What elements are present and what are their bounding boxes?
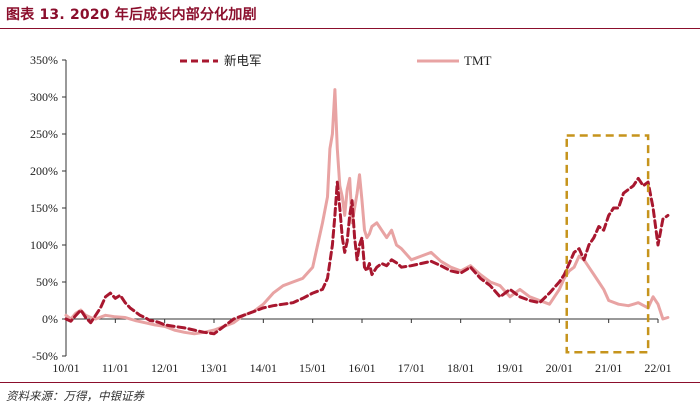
y-tick-label: 350%: [30, 53, 58, 67]
x-tick-label: 21/01: [595, 361, 622, 375]
legend-label-series-1: 新电军: [224, 53, 262, 68]
y-tick-label: 50%: [36, 275, 58, 289]
x-tick-label: 11/01: [102, 361, 129, 375]
x-tick-label: 20/01: [546, 361, 573, 375]
source-note: 资料来源：万得，中银证券: [6, 389, 144, 403]
chart-title: 图表 13. 2020 年后成长内部分化加剧: [6, 7, 257, 23]
x-tick-label: 14/01: [250, 361, 277, 375]
x-tick-label: 15/01: [299, 361, 326, 375]
footer-divider: [0, 382, 700, 383]
y-tick-label: 100%: [30, 238, 58, 252]
y-tick-label: 150%: [30, 201, 58, 215]
series-line-xindianjun: [64, 176, 670, 336]
title-divider: [0, 28, 700, 29]
y-tick-label: 0%: [42, 312, 58, 326]
x-tick-label: 10/01: [52, 361, 79, 375]
x-tick-label: 17/01: [398, 361, 425, 375]
x-tick-label: 18/01: [447, 361, 474, 375]
x-tick-label: 22/01: [644, 361, 671, 375]
chart-legend: 新电军 TMT: [180, 53, 492, 68]
chart-series: [64, 88, 670, 336]
x-tick-label: 16/01: [348, 361, 375, 375]
y-tick-label: 300%: [30, 90, 58, 104]
x-tick-label: 19/01: [496, 361, 523, 375]
chart-axes: -50% 0% 50% 100% 150% 200% 250% 300% 350% 10/01 11…: [30, 53, 672, 375]
series-line-tmt: [64, 88, 670, 336]
x-tick-label: 12/01: [151, 361, 178, 375]
highlight-box: [565, 134, 650, 354]
y-tick-label: 250%: [30, 127, 58, 141]
y-tick-label: 200%: [30, 164, 58, 178]
y-tick-label: -50%: [32, 349, 58, 363]
legend-label-series-2: TMT: [464, 53, 492, 68]
x-tick-label: 13/01: [200, 361, 227, 375]
